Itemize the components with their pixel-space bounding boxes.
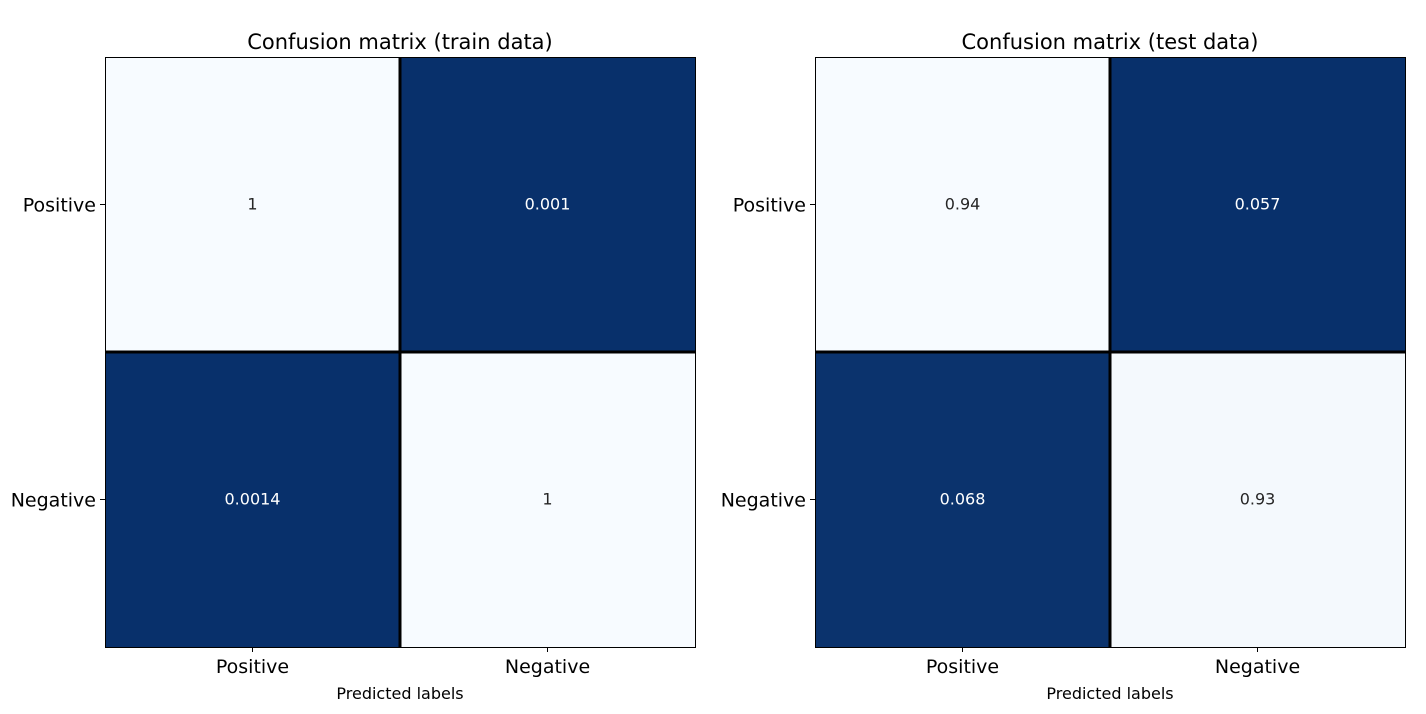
heatmap-cell-r1-c1	[400, 352, 695, 647]
x-axis-label: Predicted labels	[336, 684, 463, 703]
cell-value-label: 0.057	[1235, 195, 1281, 214]
heatmap-cell-r0-c0	[105, 57, 400, 352]
cell-value-label: 1	[542, 490, 552, 509]
confusion-matrix-panel-2: 0.94 0.057 0.068 0.93 Confusion matrix (test…	[721, 30, 1406, 703]
cell-value-label: 0.068	[940, 490, 986, 509]
y-tick-label: Negative	[11, 490, 96, 512]
confusion-matrix-panel-1: 1 0.001 0.0014 1 Confusion matrix (train dat…	[11, 30, 696, 703]
x-axis-label: Predicted labels	[1046, 684, 1173, 703]
heatmap-cell-r0-c1	[400, 57, 695, 352]
x-tick-label: Negative	[1215, 656, 1300, 678]
cell-value-label: 0.001	[525, 195, 571, 214]
plot-frame	[105, 57, 696, 648]
cell-value-label: 0.94	[945, 195, 981, 214]
cell-value-label: 1	[247, 195, 257, 214]
heatmap-cell-r0-c1	[1110, 57, 1405, 352]
chart-title: Confusion matrix (train data)	[247, 30, 553, 54]
y-tick-label: Negative	[721, 490, 806, 512]
chart-title: Confusion matrix (test data)	[962, 30, 1259, 54]
heatmap-cell-r0-c0	[815, 57, 1110, 352]
y-tick-label: Positive	[733, 195, 806, 217]
plot-frame	[815, 57, 1406, 648]
x-tick-label: Negative	[505, 656, 590, 678]
y-tick-label: Positive	[23, 195, 96, 217]
x-tick-label: Positive	[926, 656, 999, 678]
heatmap-cell-r1-c0	[105, 352, 400, 647]
heatmap-cell-r1-c0	[815, 352, 1110, 647]
x-tick-label: Positive	[216, 656, 289, 678]
heatmap-cell-r1-c1	[1110, 352, 1405, 647]
cell-value-label: 0.93	[1240, 490, 1276, 509]
cell-value-label: 0.0014	[225, 490, 281, 509]
